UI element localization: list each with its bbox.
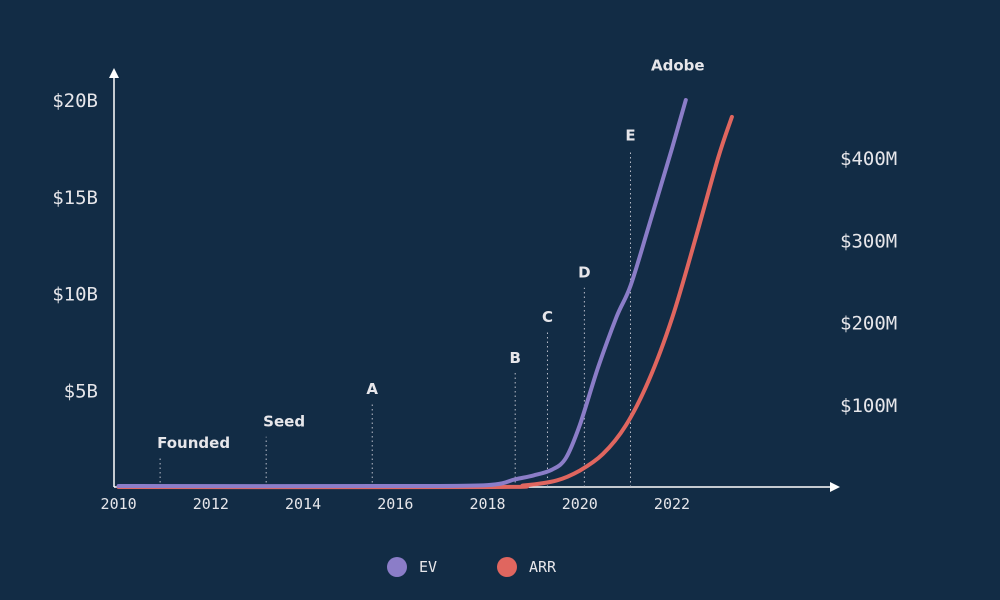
legend-swatch	[387, 557, 407, 577]
x-tick-label: 2022	[654, 495, 690, 513]
annotation-label: B	[509, 349, 520, 367]
legend-label: EV	[419, 558, 437, 576]
series-layer	[116, 98, 734, 490]
legend: EV ARR	[387, 557, 557, 577]
x-tick-label: 2020	[562, 495, 598, 513]
x-tick-label: 2018	[469, 495, 505, 513]
series-line-arr	[116, 114, 734, 490]
y-left-tick-label: $5B	[64, 380, 98, 402]
x-tick-label: 2010	[101, 495, 137, 513]
legend-swatch	[497, 557, 517, 577]
y-left-tick-label: $10B	[52, 284, 98, 306]
annotation-label: C	[542, 308, 553, 326]
y-right-tick-label: $100M	[840, 395, 897, 417]
y-left-tick-label: $20B	[52, 90, 98, 112]
y-right-tick-label: $400M	[840, 148, 897, 170]
annotations: Founded Seed A B C D E Adobe	[157, 57, 705, 487]
x-tick-label: 2014	[285, 495, 321, 513]
y-left-tick-label: $15B	[52, 187, 98, 209]
y-right-tick-label: $200M	[840, 313, 897, 335]
annotation-label: Seed	[263, 413, 305, 431]
y-right-tick-label: $300M	[840, 230, 897, 252]
series-line-ev	[116, 98, 688, 489]
y-axis-arrow-icon	[109, 68, 119, 78]
annotation-label: Founded	[157, 434, 230, 452]
annotation-label: A	[366, 380, 378, 398]
x-tick-label: 2016	[377, 495, 413, 513]
x-tick-label: 2012	[193, 495, 229, 513]
annotation-label: Adobe	[651, 57, 705, 75]
annotation-label: D	[578, 264, 590, 282]
annotation-label: E	[625, 126, 635, 144]
axes: 2010 2012 2014 2016 2018 2020 2022 $5B $10B $15B $…	[52, 68, 897, 513]
legend-label: ARR	[529, 558, 557, 576]
x-axis-arrow-icon	[830, 482, 840, 492]
